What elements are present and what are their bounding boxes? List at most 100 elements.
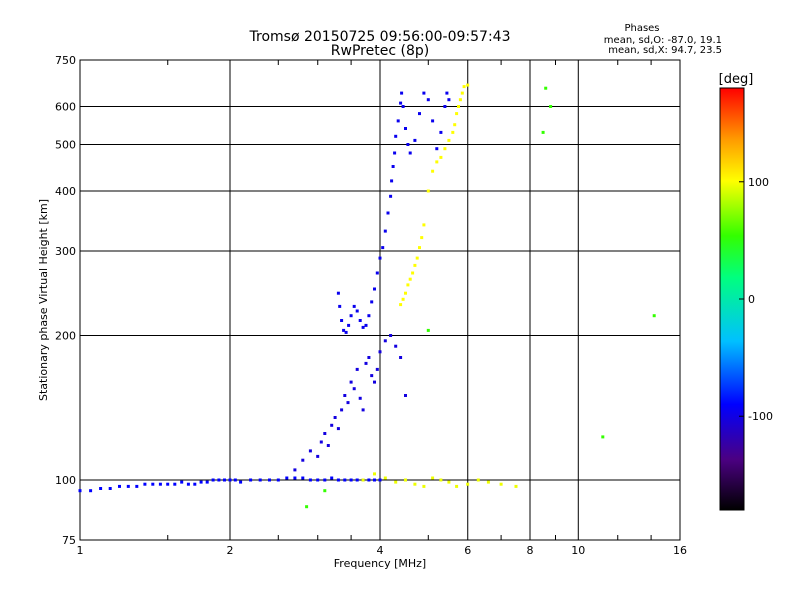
x-tick-label: 16 <box>673 544 687 557</box>
data-point <box>346 401 350 405</box>
data-point <box>336 478 340 482</box>
data-point <box>439 478 443 482</box>
data-point <box>422 223 426 227</box>
data-point <box>389 194 393 198</box>
data-point <box>361 408 365 412</box>
data-point <box>326 444 330 447</box>
data-point <box>406 143 410 146</box>
data-point <box>393 151 397 155</box>
data-point <box>126 484 130 488</box>
data-point <box>451 130 455 134</box>
data-point <box>431 119 435 123</box>
data-point <box>373 380 376 384</box>
data-point <box>389 334 393 337</box>
data-point <box>420 236 424 240</box>
y-tick-label: 300 <box>55 245 76 258</box>
data-point <box>375 367 379 371</box>
data-point <box>355 367 359 371</box>
x-axis-label: Frequency [MHz] <box>334 557 426 570</box>
data-point <box>319 440 323 444</box>
data-point <box>544 86 548 90</box>
data-point <box>422 484 426 488</box>
y-tick-label: 750 <box>55 54 76 67</box>
y-tick-label: 75 <box>62 534 76 547</box>
data-point <box>455 484 459 488</box>
colorbar-tick-label: 100 <box>748 176 769 189</box>
data-point <box>453 123 457 127</box>
data-point <box>228 478 232 482</box>
data-point <box>401 297 405 301</box>
colorbar-tick-label: 0 <box>748 293 755 306</box>
data-point <box>404 394 407 397</box>
data-point <box>323 478 327 482</box>
data-point <box>333 416 337 419</box>
data-point <box>143 482 147 486</box>
y-tick-label: 600 <box>55 101 76 114</box>
data-point <box>276 478 280 482</box>
data-point <box>411 271 415 275</box>
data-point <box>180 480 184 484</box>
data-point <box>305 505 309 509</box>
data-point <box>205 480 209 484</box>
data-point <box>373 478 376 482</box>
data-point <box>413 138 417 142</box>
data-point <box>358 396 362 400</box>
data-point <box>375 271 379 275</box>
data-point <box>217 478 221 482</box>
data-point <box>330 476 334 480</box>
data-point <box>285 476 289 480</box>
data-point <box>466 83 470 87</box>
data-point <box>323 489 327 493</box>
data-point <box>476 478 480 482</box>
data-point <box>358 319 362 322</box>
chart-title: Tromsø 20150725 09:56:00-09:57:43 <box>249 29 511 45</box>
data-point <box>399 101 403 105</box>
y-tick-label: 100 <box>55 474 76 487</box>
data-point <box>340 408 344 412</box>
axis-ticks: 1 2 4 6 8 10 16 75 100 200 300 400 500 600 750 <box>55 54 687 557</box>
data-point <box>447 98 451 102</box>
data-point <box>458 98 462 102</box>
data-point <box>352 304 356 308</box>
data-point <box>400 91 404 95</box>
data-point <box>391 165 395 168</box>
colorbar-tick-label: -100 <box>748 410 773 423</box>
data-point <box>418 246 421 250</box>
data-point <box>249 478 253 482</box>
data-point <box>455 112 459 116</box>
data-point <box>439 155 443 159</box>
data-point <box>394 480 398 484</box>
data-point <box>514 484 518 488</box>
data-point <box>361 325 365 329</box>
data-point <box>367 314 371 318</box>
data-point <box>462 85 466 89</box>
y-tick-label: 400 <box>55 185 76 198</box>
data-point <box>601 435 605 439</box>
data-point <box>308 449 312 453</box>
data-point <box>78 489 82 493</box>
data-point <box>349 380 353 384</box>
x-tick-label: 4 <box>377 544 384 557</box>
data-point <box>435 160 439 164</box>
data-point <box>383 339 387 343</box>
data-point <box>158 482 162 486</box>
data-point <box>193 482 197 486</box>
data-point <box>336 291 340 295</box>
data-point <box>399 303 403 307</box>
data-point <box>447 480 451 484</box>
data-point <box>323 432 327 435</box>
data-point <box>316 478 320 482</box>
data-point <box>378 478 382 482</box>
data-point <box>151 482 155 486</box>
data-point <box>652 314 656 318</box>
data-point <box>426 189 430 193</box>
data-point <box>422 91 426 95</box>
data-point <box>443 147 447 151</box>
data-point <box>399 356 403 359</box>
data-point <box>457 105 460 108</box>
data-point <box>342 328 346 332</box>
phase-stats-x: mean, sd,X: 94.7, 23.5 <box>608 45 722 56</box>
data-point <box>408 277 412 281</box>
data-point <box>408 151 412 155</box>
